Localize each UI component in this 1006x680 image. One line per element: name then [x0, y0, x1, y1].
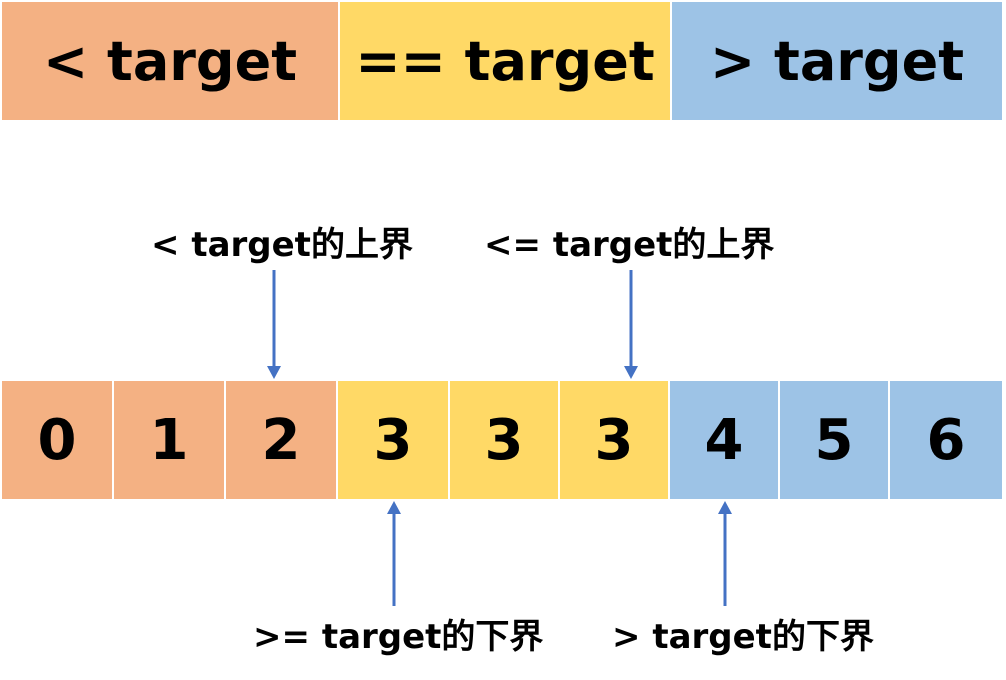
array-cell-6: 4	[670, 381, 780, 499]
label-less-or-equal-target-upper-bound: <= target的上界	[484, 225, 775, 265]
arrow-less-than-upper-bound	[267, 270, 281, 379]
label-greater-or-equal-target-lower-bound: >= target的下界	[253, 617, 544, 657]
region-bar: < target == target > target	[2, 2, 1002, 120]
array-cell-8: 6	[890, 381, 1002, 499]
label-less-than-target-upper-bound: < target的上界	[151, 225, 413, 265]
array-cell-4: 3	[450, 381, 560, 499]
arrow-less-or-equal-upper-bound	[624, 270, 638, 379]
array-cell-7: 5	[780, 381, 890, 499]
arrow-greater-than-lower-bound	[718, 501, 732, 606]
array-cell-5: 3	[560, 381, 670, 499]
arrow-greater-or-equal-lower-bound	[387, 501, 401, 606]
array-cell-2: 2	[226, 381, 338, 499]
array-cell-0: 0	[2, 381, 114, 499]
region-greater-than-target: > target	[672, 2, 1002, 120]
array-cell-1: 1	[114, 381, 226, 499]
array-cell-3: 3	[338, 381, 450, 499]
label-greater-than-target-lower-bound: > target的下界	[612, 617, 874, 657]
region-equal-to-target: == target	[340, 2, 672, 120]
region-less-than-target: < target	[2, 2, 340, 120]
